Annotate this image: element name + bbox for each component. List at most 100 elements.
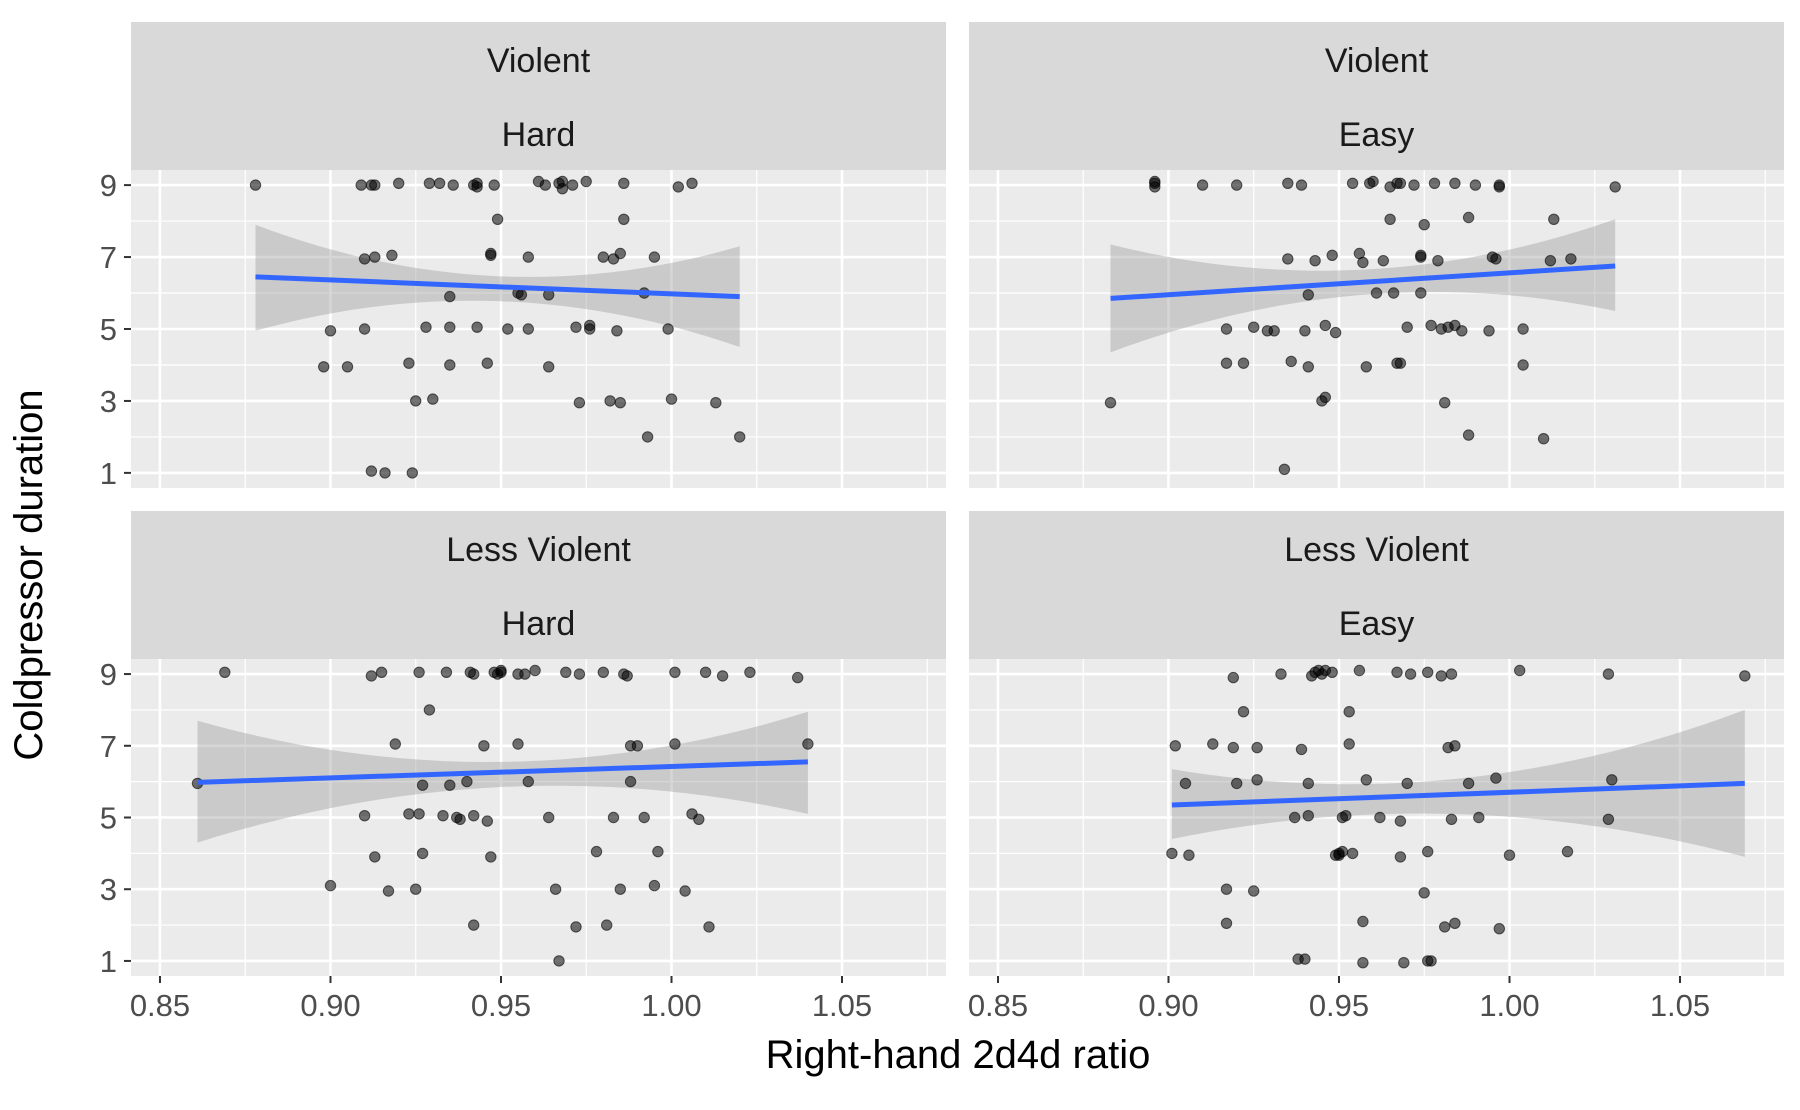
data-point	[638, 811, 650, 824]
data-point	[1268, 325, 1280, 337]
data-point	[416, 847, 429, 860]
data-point	[433, 177, 446, 190]
data-point	[607, 811, 620, 824]
data-point	[1282, 177, 1294, 190]
data-point	[1493, 923, 1506, 935]
data-point	[1353, 664, 1366, 677]
data-point	[1367, 175, 1379, 188]
panel-content	[131, 170, 946, 488]
x-tick-label: 0.90	[300, 988, 360, 1023]
data-point	[1401, 321, 1413, 333]
data-point	[672, 181, 684, 193]
data-point	[481, 815, 493, 827]
data-point	[1220, 323, 1233, 335]
data-point	[461, 775, 473, 788]
panel-content	[969, 170, 1784, 488]
x-tick-label: 0.85	[968, 988, 1028, 1023]
x-tick-label: 1.00	[641, 988, 701, 1023]
data-point	[543, 811, 555, 824]
panel-content	[131, 659, 946, 976]
data-point	[324, 879, 337, 892]
strip-label-violence: Violent	[1325, 42, 1429, 80]
data-point	[1606, 774, 1618, 786]
data-point	[556, 183, 569, 195]
data-point	[549, 883, 562, 895]
data-point	[604, 395, 616, 407]
data-point	[601, 919, 613, 931]
data-point	[447, 179, 459, 191]
data-point	[621, 670, 633, 682]
data-point	[734, 431, 746, 443]
data-point	[437, 810, 449, 822]
data-point	[618, 177, 630, 190]
data-point	[1439, 921, 1451, 933]
data-point	[1336, 845, 1349, 858]
data-point	[590, 845, 603, 858]
data-point	[341, 361, 354, 373]
data-point	[1469, 179, 1482, 191]
data-point	[1602, 668, 1615, 680]
x-tick-label: 1.05	[812, 988, 872, 1023]
data-point	[1490, 253, 1502, 265]
data-point	[1394, 815, 1407, 827]
data-point	[792, 671, 804, 684]
data-point	[1220, 883, 1233, 895]
data-point	[624, 775, 637, 788]
data-point	[382, 885, 395, 897]
data-point	[1329, 326, 1342, 339]
data-point	[522, 775, 534, 788]
data-point	[570, 321, 582, 333]
data-point	[703, 921, 715, 933]
data-point	[358, 253, 371, 265]
data-point	[1425, 319, 1437, 332]
data-point	[1462, 429, 1475, 441]
data-point	[413, 666, 425, 678]
data-point	[1343, 706, 1355, 718]
data-point	[358, 323, 371, 335]
data-point	[1394, 357, 1407, 369]
data-point	[1248, 885, 1260, 897]
data-point	[502, 323, 514, 335]
data-point	[444, 359, 456, 371]
data-point	[1231, 179, 1243, 191]
data-point	[403, 808, 415, 820]
data-point	[1435, 670, 1448, 682]
data-point	[1227, 671, 1240, 684]
y-tick-label: 9	[100, 168, 117, 203]
data-point	[1422, 845, 1434, 858]
data-point	[611, 325, 623, 337]
panel-content	[969, 659, 1784, 976]
data-point	[1220, 357, 1233, 369]
facet-panel: Violent Hard 1 3 5 7 9	[100, 22, 946, 491]
data-point	[1251, 741, 1263, 754]
y-tick-label: 3	[100, 872, 117, 907]
data-point	[1309, 255, 1321, 267]
x-tick-label: 1.00	[1479, 988, 1539, 1023]
regression-line	[1171, 780, 1745, 808]
data-point	[1473, 811, 1485, 824]
data-point	[641, 431, 654, 443]
data-point	[423, 704, 436, 716]
regression-line	[255, 274, 740, 300]
data-point	[358, 810, 371, 822]
data-point	[386, 249, 398, 262]
data-point	[1449, 917, 1461, 929]
data-point	[1183, 849, 1195, 861]
data-point	[529, 664, 541, 677]
data-point	[1425, 955, 1437, 967]
data-point	[365, 670, 378, 682]
data-point	[468, 668, 480, 680]
confidence-ribbon	[197, 711, 808, 843]
data-point	[512, 738, 524, 750]
data-point	[1449, 177, 1461, 190]
data-point	[1326, 249, 1338, 262]
data-point	[1561, 845, 1574, 858]
data-point	[1346, 847, 1359, 860]
data-point	[1282, 253, 1294, 265]
data-point	[471, 321, 483, 333]
x-tick-label: 0.90	[1138, 988, 1198, 1023]
data-point	[1418, 887, 1430, 899]
data-point	[1462, 211, 1475, 224]
data-point	[710, 397, 722, 409]
